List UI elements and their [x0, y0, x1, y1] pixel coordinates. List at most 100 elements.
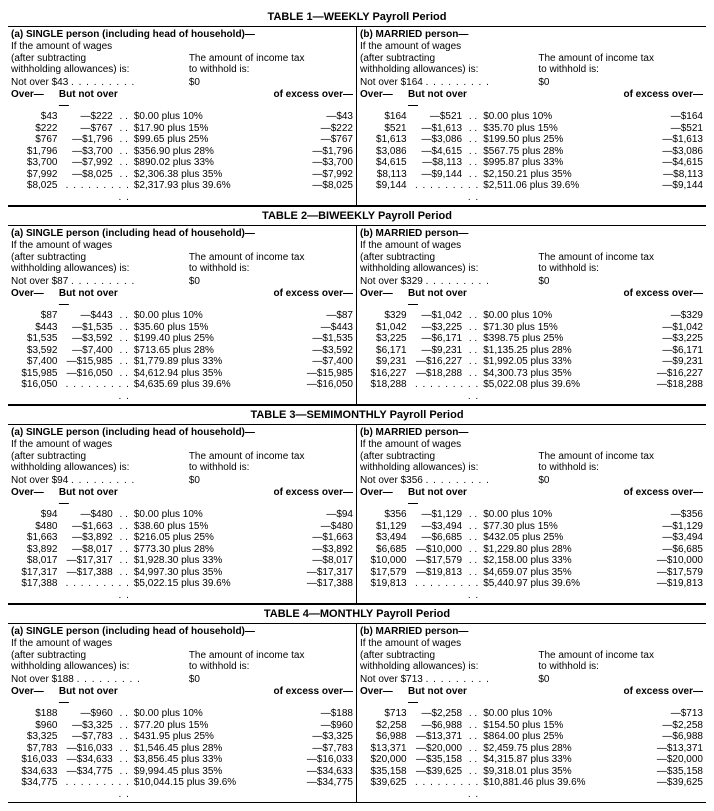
- excess-over-amount: —$2,258: [623, 720, 703, 732]
- over-amount: $8,113: [360, 169, 413, 181]
- excess-over-amount: —$188: [273, 708, 353, 720]
- excess-over-amount: —$8,113: [623, 169, 703, 181]
- intro-block: If the amount of wages(after subtracting…: [360, 439, 703, 486]
- withhold-amount: $5,022.15 plus 39.6%: [134, 578, 273, 601]
- withhold-amount: $77.30 plus 15%: [483, 521, 623, 533]
- but-not-over-amount: —$34,633 . .: [63, 754, 133, 766]
- excess-over-amount: —$9,231: [623, 356, 703, 368]
- over-amount: $8,025: [11, 180, 63, 203]
- bracket-row: $7,783—$16,033 . .$1,546.45 plus 28%—$7,…: [11, 743, 353, 755]
- but-not-over-amount: —$13,371 . .: [413, 731, 484, 743]
- bracket-row: $1,613—$3,086 . .$199.50 plus 25%—$1,613: [360, 134, 703, 146]
- over-amount: $6,988: [360, 731, 413, 743]
- bracket-row: $16,227—$18,288 . .$4,300.73 plus 35%—$1…: [360, 368, 703, 380]
- but-not-over-amount: —$8,017 . .: [63, 544, 133, 556]
- over-amount: $6,171: [360, 345, 413, 357]
- excess-over-amount: —$6,171: [623, 345, 703, 357]
- over-amount: $15,985: [11, 368, 63, 380]
- but-not-over-amount: —$35,158 . .: [413, 754, 484, 766]
- bracket-row: $2,258—$6,988 . .$154.50 plus 15%—$2,258: [360, 720, 703, 732]
- column-headers: Over—But not over—of excess over—: [11, 686, 353, 708]
- over-amount: $9,231: [360, 356, 413, 368]
- over-amount: $1,663: [11, 532, 63, 544]
- bracket-row: $34,633—$34,775 . .$9,994.45 plus 35%—$3…: [11, 766, 353, 778]
- excess-over-amount: —$16,033: [273, 754, 353, 766]
- withhold-amount: $10,881.46 plus 39.6%: [483, 777, 623, 800]
- over-amount: $3,225: [360, 333, 413, 345]
- table-title: TABLE 1—WEEKLY Payroll Period: [8, 8, 706, 27]
- but-not-over-amount: —$480 . .: [63, 509, 133, 521]
- but-not-over-amount: —$3,086 . .: [413, 134, 484, 146]
- person-title: (a) SINGLE person (including head of hou…: [11, 228, 353, 239]
- but-not-over-amount: —$16,227 . .: [413, 356, 484, 368]
- withhold-amount: $199.50 plus 25%: [483, 134, 623, 146]
- table-section: (a) SINGLE person (including head of hou…: [8, 425, 706, 604]
- excess-over-amount: —$8,025: [273, 180, 353, 203]
- excess-over-amount: —$9,144: [623, 180, 703, 203]
- table-section: (a) SINGLE person (including head of hou…: [8, 624, 706, 803]
- bracket-row: $4,615—$8,113 . .$995.87 plus 33%—$4,615: [360, 157, 703, 169]
- intro-block: If the amount of wages(after subtracting…: [11, 638, 353, 685]
- but-not-over-amount: —$222 . .: [63, 111, 133, 123]
- bracket-row: $222—$767 . .$17.90 plus 15%—$222: [11, 123, 353, 135]
- withhold-amount: $216.05 plus 25%: [134, 532, 273, 544]
- over-amount: $9,144: [360, 180, 413, 203]
- column-headers: Over—But not over—of excess over—: [11, 288, 353, 310]
- but-not-over-amount: —$443 . .: [63, 310, 133, 322]
- over-amount: $7,783: [11, 743, 63, 755]
- excess-over-amount: —$4,615: [623, 157, 703, 169]
- bracket-row: $3,225—$6,171 . .$398.75 plus 25%—$3,225: [360, 333, 703, 345]
- bracket-row: $329—$1,042 . .$0.00 plus 10%—$329: [360, 310, 703, 322]
- bracket-row: $7,992—$8,025 . .$2,306.38 plus 35%—$7,9…: [11, 169, 353, 181]
- excess-over-amount: —$19,813: [623, 578, 703, 601]
- married-panel: (b) MARRIED person—If the amount of wage…: [357, 624, 706, 802]
- over-amount: $1,129: [360, 521, 413, 533]
- excess-over-amount: —$7,783: [273, 743, 353, 755]
- bracket-rows: $43—$222 . .$0.00 plus 10%—$43$222—$767 …: [11, 111, 353, 203]
- over-amount: $164: [360, 111, 413, 123]
- withhold-amount: $3,856.45 plus 33%: [134, 754, 273, 766]
- table-title: TABLE 3—SEMIMONTHLY Payroll Period: [8, 405, 706, 425]
- withhold-amount: $2,150.21 plus 35%: [483, 169, 623, 181]
- withhold-amount: $567.75 plus 28%: [483, 146, 623, 158]
- excess-over-amount: —$17,317: [273, 567, 353, 579]
- column-headers: Over—But not over—of excess over—: [360, 288, 703, 310]
- excess-over-amount: —$3,592: [273, 345, 353, 357]
- withhold-amount: $431.95 plus 25%: [134, 731, 273, 743]
- but-not-over-amount: —$3,225 . .: [413, 322, 484, 334]
- over-amount: $480: [11, 521, 63, 533]
- bracket-row: $3,494—$6,685 . .$432.05 plus 25%—$3,494: [360, 532, 703, 544]
- single-panel: (a) SINGLE person (including head of hou…: [8, 226, 357, 404]
- excess-over-amount: —$1,796: [273, 146, 353, 158]
- withhold-amount: $1,546.45 plus 28%: [134, 743, 273, 755]
- bracket-row: $1,129—$3,494 . .$77.30 plus 15%—$1,129: [360, 521, 703, 533]
- bracket-rows: $713—$2,258 . .$0.00 plus 10%—$713$2,258…: [360, 708, 703, 800]
- but-not-over-amount: —$9,144 . .: [413, 169, 484, 181]
- bracket-row: $19,813. . . . . . . . . . .$5,440.97 pl…: [360, 578, 703, 601]
- bracket-row: $18,288. . . . . . . . . . .$5,022.08 pl…: [360, 379, 703, 402]
- excess-over-amount: —$7,400: [273, 356, 353, 368]
- over-amount: $3,892: [11, 544, 63, 556]
- but-not-over-amount: —$1,663 . .: [63, 521, 133, 533]
- withhold-amount: $864.00 plus 25%: [483, 731, 623, 743]
- but-not-over-amount: —$3,892 . .: [63, 532, 133, 544]
- bracket-rows: $164—$521 . .$0.00 plus 10%—$164$521—$1,…: [360, 111, 703, 203]
- over-amount: $1,535: [11, 333, 63, 345]
- bracket-row: $35,158—$39,625 . .$9,318.01 plus 35%—$3…: [360, 766, 703, 778]
- excess-over-amount: —$18,288: [623, 379, 703, 402]
- but-not-over-amount: —$9,231 . .: [413, 345, 484, 357]
- excess-over-amount: —$222: [273, 123, 353, 135]
- over-amount: $19,813: [360, 578, 413, 601]
- withhold-amount: $4,997.30 plus 35%: [134, 567, 273, 579]
- bracket-rows: $356—$1,129 . .$0.00 plus 10%—$356$1,129…: [360, 509, 703, 601]
- but-not-over-amount: —$1,042 . .: [413, 310, 484, 322]
- but-not-over-amount: —$16,033 . .: [63, 743, 133, 755]
- excess-over-amount: —$43: [273, 111, 353, 123]
- bracket-row: $6,988—$13,371 . .$864.00 plus 25%—$6,98…: [360, 731, 703, 743]
- withhold-amount: $5,440.97 plus 39.6%: [483, 578, 623, 601]
- excess-over-amount: —$15,985: [273, 368, 353, 380]
- over-amount: $3,592: [11, 345, 63, 357]
- withhold-amount: $0.00 plus 10%: [483, 708, 623, 720]
- over-amount: $3,700: [11, 157, 63, 169]
- column-headers: Over—But not over—of excess over—: [360, 89, 703, 111]
